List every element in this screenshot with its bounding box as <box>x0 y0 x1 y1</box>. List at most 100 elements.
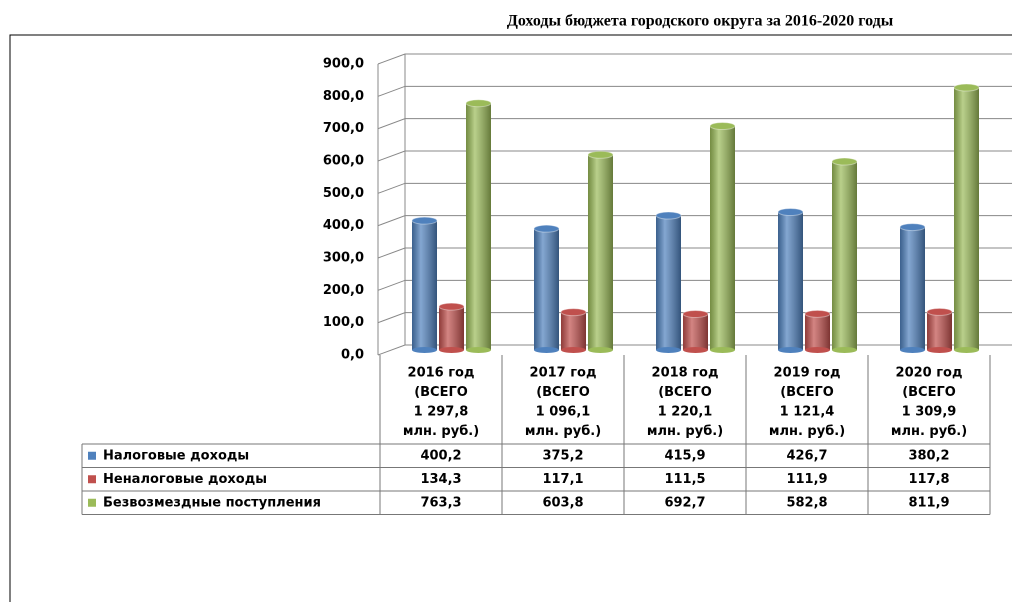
x-tick-label: 2018 год <box>652 366 719 381</box>
bar-bottom <box>683 347 708 353</box>
x-tick-label: 1 121,4 <box>780 405 835 420</box>
bar-bottom <box>927 347 952 353</box>
x-tick-label: (ВСЕГО <box>536 385 590 400</box>
x-tick-label: 2017 год <box>530 366 597 381</box>
bar-bottom <box>561 347 586 353</box>
bar-shade <box>534 228 559 350</box>
frame <box>9 34 1012 602</box>
x-tick-label: (ВСЕГО <box>658 385 712 400</box>
x-tick-label: млн. руб.) <box>769 424 845 439</box>
bar-shade <box>927 311 952 350</box>
y-tick-label: 100,0 <box>323 315 364 330</box>
y-tick-label: 700,0 <box>323 121 364 136</box>
bar-bottom <box>805 347 830 353</box>
bar-bottom <box>900 347 925 353</box>
y-tick-label: 400,0 <box>323 218 364 233</box>
legend-label: Неналоговые доходы <box>103 472 267 487</box>
bar-top <box>926 307 953 316</box>
x-tick-label: млн. руб.) <box>525 424 601 439</box>
x-tick-label: млн. руб.) <box>891 424 967 439</box>
bar-shade <box>683 313 708 350</box>
grid-line <box>377 53 1012 65</box>
bar-shade <box>900 227 925 350</box>
bar-shade <box>832 161 857 350</box>
x-tick-label: млн. руб.) <box>647 424 723 439</box>
bar-bottom <box>439 347 464 353</box>
data-label: 426,7 <box>786 448 827 463</box>
bar-shade <box>805 313 830 350</box>
bar-bottom <box>588 347 613 353</box>
y-tick-label: 900,0 <box>323 57 364 72</box>
y-tick-label: 800,0 <box>323 89 364 104</box>
data-label: 111,9 <box>786 472 827 487</box>
bar-top <box>655 211 682 220</box>
grid-line <box>377 150 1012 162</box>
data-label: 763,3 <box>420 495 461 510</box>
legend-swatch <box>88 451 96 460</box>
bar-shade <box>710 126 735 350</box>
x-tick-label: 2020 год <box>896 366 963 381</box>
bar-shade <box>656 215 681 350</box>
bar-top <box>899 223 926 232</box>
bar-top <box>438 302 465 311</box>
data-label: 134,3 <box>420 472 461 487</box>
y-tick-label: 0,0 <box>341 348 364 363</box>
bar-shade <box>561 312 586 350</box>
x-tick-label: млн. руб.) <box>403 424 479 439</box>
x-tick-label: 2016 год <box>408 366 475 381</box>
bar-top <box>560 308 587 317</box>
bar-top <box>709 122 736 131</box>
grid-line <box>377 85 1012 97</box>
x-tick-label: 2019 год <box>774 366 841 381</box>
bar-shade <box>954 87 979 351</box>
data-label: 400,2 <box>420 448 461 463</box>
bar-shade <box>466 103 491 350</box>
data-label: 811,9 <box>908 495 949 510</box>
grid-line <box>377 118 1012 130</box>
legend-swatch <box>88 498 96 507</box>
x-tick-label: (ВСЕГО <box>414 385 468 400</box>
bar-shade <box>412 220 437 350</box>
data-label: 603,8 <box>542 495 583 510</box>
bar-bottom <box>832 347 857 353</box>
y-tick-label: 600,0 <box>323 154 364 169</box>
x-tick-label: (ВСЕГО <box>780 385 834 400</box>
y-tick-label: 300,0 <box>323 251 364 266</box>
data-label: 692,7 <box>664 495 705 510</box>
x-tick-label: 1 220,1 <box>658 405 713 420</box>
data-label: 117,1 <box>542 472 583 487</box>
data-label: 582,8 <box>786 495 827 510</box>
legend-label: Налоговые доходы <box>103 448 249 463</box>
grid-line <box>377 247 1012 259</box>
x-tick-label: 1 297,8 <box>414 405 469 420</box>
bar-bottom <box>412 347 437 353</box>
bar-top <box>465 99 492 108</box>
bar-top <box>831 157 858 166</box>
data-label: 111,5 <box>664 472 705 487</box>
chart-title: Доходы бюджета городского округа за 2016… <box>507 13 894 30</box>
grid-line <box>377 215 1012 227</box>
bar-bottom <box>534 347 559 353</box>
bar-bottom <box>954 347 979 353</box>
bar-shade <box>778 212 803 350</box>
bar-top <box>411 216 438 225</box>
bar-bottom <box>656 347 681 353</box>
bar-top <box>682 309 709 318</box>
x-tick-label: (ВСЕГО <box>902 385 956 400</box>
bar-bottom <box>710 347 735 353</box>
legend-label: Безвозмездные поступления <box>103 495 321 510</box>
data-label: 415,9 <box>664 448 705 463</box>
legend-swatch <box>88 475 96 484</box>
x-tick-label: 1 096,1 <box>536 405 591 420</box>
bar-top <box>804 309 831 318</box>
bar-shade <box>439 306 464 350</box>
grid-line <box>377 279 1012 291</box>
bar-bottom <box>466 347 491 353</box>
bar-shade <box>588 154 613 350</box>
y-tick-label: 200,0 <box>323 283 364 298</box>
y-tick-label: 500,0 <box>323 186 364 201</box>
bar-top <box>533 224 560 233</box>
x-tick-label: 1 309,9 <box>902 405 957 420</box>
data-label: 117,8 <box>908 472 949 487</box>
